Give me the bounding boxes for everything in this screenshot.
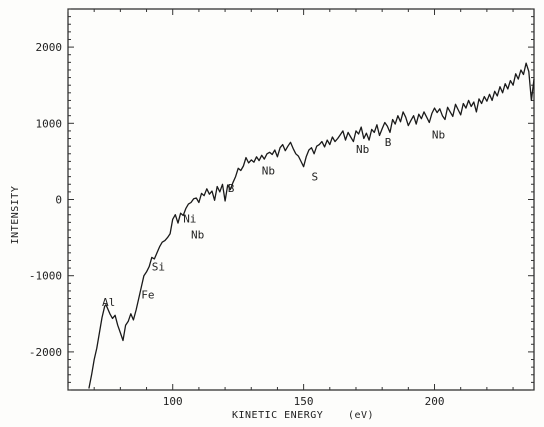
y-tick-label: -2000	[29, 346, 62, 359]
axis-ticks	[67, 8, 534, 391]
y-tick-label: -1000	[29, 270, 62, 283]
element-annotations: Al Fe Si Ni Nb B Nb S Nb B Nb	[102, 129, 445, 310]
x-tick-label: 100	[163, 395, 183, 408]
element-label: Nb	[262, 164, 275, 177]
y-tick-label: 0	[55, 194, 62, 207]
x-tick-label: 150	[294, 395, 314, 408]
x-tick-label: 200	[425, 395, 445, 408]
y-tick-label: 2000	[36, 41, 63, 54]
x-axis-title: KINETIC ENERGY	[232, 410, 323, 421]
element-label: Nb	[191, 228, 204, 241]
element-label: Nb	[432, 129, 445, 142]
element-label: Al	[102, 296, 115, 309]
y-tick-label: 1000	[36, 117, 63, 130]
element-label: B	[228, 182, 235, 195]
plot-frame	[67, 8, 535, 391]
axis-tick-labels: -2000 -1000 0 1000 2000 100 150 200	[29, 41, 445, 408]
y-axis-title: INTENSITY	[10, 186, 21, 245]
element-label: S	[311, 170, 318, 183]
plot-border	[67, 8, 535, 391]
series-line	[88, 62, 535, 389]
element-label: Si	[152, 260, 165, 273]
element-label: B	[385, 136, 392, 149]
x-axis-unit: (eV)	[348, 410, 374, 421]
element-label: Nb	[356, 143, 369, 156]
element-label: Fe	[141, 289, 154, 302]
element-label: Ni	[183, 212, 196, 225]
